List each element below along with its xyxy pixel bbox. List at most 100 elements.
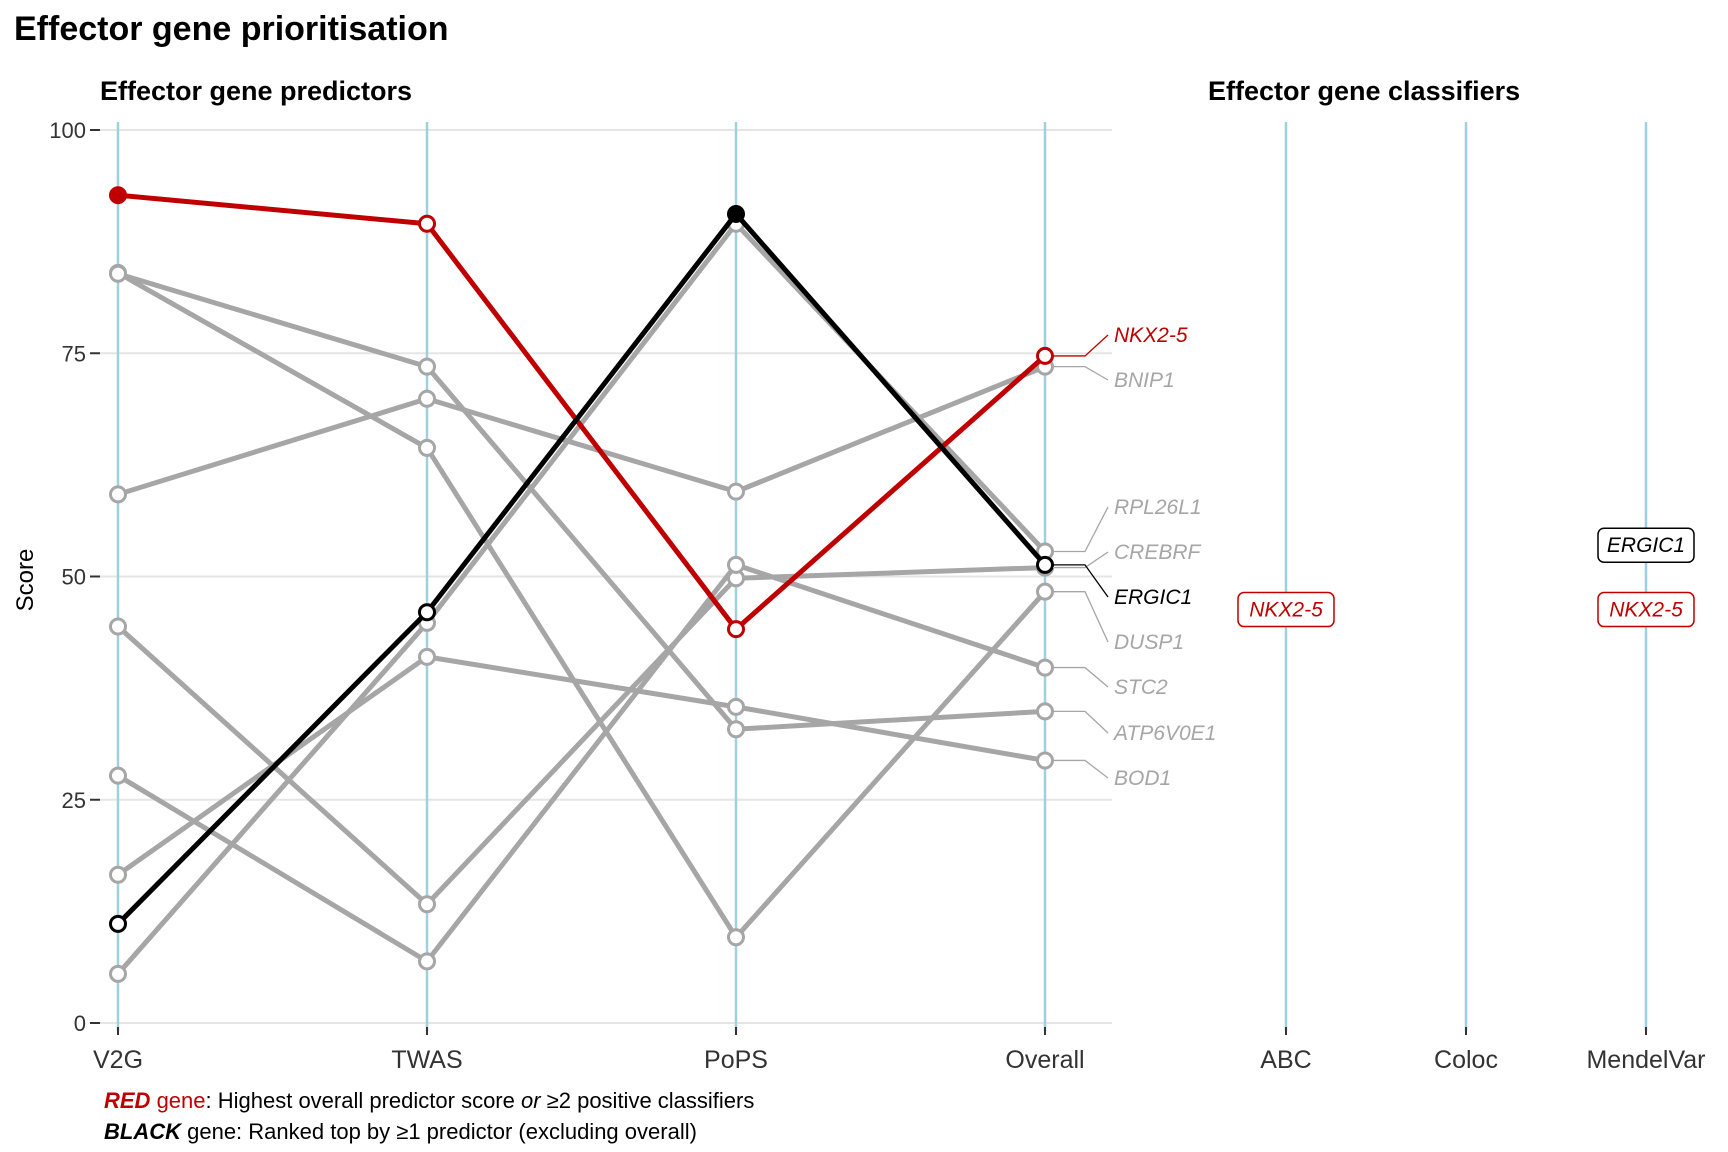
gene-label-ergic1: ERGIC1 <box>1053 564 1192 609</box>
footnote-black: BLACK gene: Ranked top by ≥1 predictor (… <box>104 1119 697 1144</box>
leader-line-ergic1 <box>1053 564 1109 598</box>
y-tick-label-25: 25 <box>62 788 86 813</box>
footnote-red-text-b: ≥2 positive classifiers <box>541 1088 755 1113</box>
point-stc2-v2g <box>109 766 127 785</box>
series-lines <box>109 186 1054 983</box>
series-rpl26l1 <box>109 214 1054 983</box>
footnote-red-keyword: RED <box>104 1088 151 1113</box>
gene-label-atp6v0e1: ATP6V0E1 <box>1053 710 1216 745</box>
footnote-black-text: gene: Ranked top by ≥1 predictor (exclud… <box>181 1119 697 1144</box>
footnote-red: RED gene: Highest overall predictor scor… <box>104 1088 754 1113</box>
leader-line-dusp1 <box>1053 591 1109 643</box>
point-bnip1-pops <box>727 482 745 501</box>
classifier-badge-label-ergic1: ERGIC1 <box>1607 534 1685 557</box>
point-bod1-pops <box>727 697 745 716</box>
x-axis-labels: V2G TWAS PoPS Overall ABC Coloc MendelVar <box>93 1027 1706 1074</box>
leader-line-atp6v0e1 <box>1053 710 1109 734</box>
classifiers-panel-title: Effector gene classifiers <box>1208 76 1520 106</box>
series-ergic1 <box>109 204 1054 933</box>
x-label-coloc: Coloc <box>1434 1046 1498 1074</box>
classifier-badge-box-nkx2-5 <box>1237 591 1335 628</box>
series-dusp1 <box>109 263 1054 947</box>
point-dusp1-twas <box>418 438 436 457</box>
point-bod1-overall <box>1036 751 1054 770</box>
series-line-nkx2-5 <box>117 192 1047 632</box>
footnote-red-gene: gene <box>150 1088 205 1113</box>
leader-line-bod1 <box>1053 759 1109 779</box>
footnote-red-text-a: : Highest overall predictor score <box>206 1088 521 1113</box>
point-ergic1-pops <box>727 204 745 223</box>
point-atp6v0e1-twas <box>418 357 436 376</box>
series-line-ergic1 <box>116 211 1047 926</box>
series-line-atp6v0e1 <box>117 271 1046 732</box>
gene-label-stc2: STC2 <box>1053 666 1168 699</box>
point-bnip1-twas <box>418 389 436 408</box>
point-ergic1-twas <box>418 603 436 622</box>
classifier-badge-box-ergic1 <box>1597 527 1695 563</box>
x-label-mendelvar: MendelVar <box>1586 1046 1705 1074</box>
point-stc2-overall <box>1036 658 1054 677</box>
x-label-v2g: V2G <box>93 1046 143 1074</box>
leader-line-stc2 <box>1053 666 1109 688</box>
classifier-badge-box-nkx2-5 <box>1597 591 1695 628</box>
leader-line-crebrf <box>1053 551 1109 569</box>
gene-label-nkx2-5: NKX2-5 <box>1053 324 1188 357</box>
gene-label-text-bnip1: BNIP1 <box>1114 369 1175 392</box>
point-crebrf-v2g <box>109 617 127 636</box>
classifier-badge-label-nkx2-5: NKX2-5 <box>1249 599 1323 622</box>
series-bnip1 <box>109 357 1054 504</box>
x-label-overall: Overall <box>1005 1046 1084 1074</box>
gene-label-dusp1: DUSP1 <box>1053 591 1184 654</box>
gene-labels: NKX2-5 BNIP1 RPL26L1 CREBRF ERGIC1 DUSP1 STC2 A… <box>1053 324 1216 790</box>
point-bod1-v2g <box>109 865 127 884</box>
point-stc2-pops <box>727 555 745 574</box>
gene-label-text-stc2: STC2 <box>1114 676 1168 699</box>
point-dusp1-pops <box>727 928 745 947</box>
footnote-black-keyword: BLACK <box>104 1119 183 1144</box>
y-tick-label-100: 100 <box>49 118 86 143</box>
point-crebrf-twas <box>418 895 436 914</box>
classifier-badge-mendelvar-ergic1: ERGIC1 <box>1597 527 1695 563</box>
point-bnip1-v2g <box>109 485 127 504</box>
point-atp6v0e1-v2g <box>109 264 127 283</box>
y-tick-label-75: 75 <box>62 341 86 366</box>
point-atp6v0e1-pops <box>727 720 745 739</box>
y-axis-label: Score <box>12 549 39 612</box>
classifier-badge-label-nkx2-5: NKX2-5 <box>1609 599 1683 622</box>
gene-label-text-atp6v0e1: ATP6V0E1 <box>1112 722 1216 745</box>
point-nkx2-5-v2g <box>109 186 127 205</box>
point-ergic1-overall <box>1036 555 1054 574</box>
gene-label-rpl26l1: RPL26L1 <box>1053 496 1202 553</box>
gene-label-text-rpl26l1: RPL26L1 <box>1114 496 1202 519</box>
point-rpl26l1-v2g <box>109 964 127 983</box>
x-label-abc: ABC <box>1260 1046 1311 1074</box>
y-tick-label-50: 50 <box>62 565 86 590</box>
leader-line-bnip1 <box>1053 365 1109 381</box>
y-axis: 0 25 50 75 100 <box>49 118 100 1036</box>
gene-label-text-crebrf: CREBRF <box>1114 541 1202 564</box>
footnote-red-or: or <box>521 1088 542 1113</box>
predictors-panel-title: Effector gene predictors <box>100 76 412 106</box>
series-line-stc2 <box>116 562 1046 964</box>
gene-label-text-bod1: BOD1 <box>1114 767 1171 790</box>
series-atp6v0e1 <box>109 264 1054 739</box>
point-nkx2-5-overall <box>1036 346 1054 365</box>
point-atp6v0e1-overall <box>1036 702 1054 721</box>
point-ergic1-v2g <box>109 914 127 933</box>
footnotes: RED gene: Highest overall predictor scor… <box>104 1088 754 1144</box>
gene-label-bod1: BOD1 <box>1053 759 1171 790</box>
series-line-bnip1 <box>117 364 1046 497</box>
classifier-badge-mendelvar-nkx2-5: NKX2-5 <box>1597 591 1695 628</box>
gene-label-text-ergic1: ERGIC1 <box>1114 586 1192 609</box>
classifier-badge-abc-nkx2-5: NKX2-5 <box>1237 591 1335 628</box>
classifier-badges: NKX2-5 ERGIC1 NKX2-5 <box>1237 527 1695 628</box>
gene-label-crebrf: CREBRF <box>1053 541 1202 569</box>
gene-label-bnip1: BNIP1 <box>1053 365 1175 392</box>
point-stc2-twas <box>418 952 436 971</box>
point-nkx2-5-twas <box>418 214 436 233</box>
series-nkx2-5 <box>109 186 1054 639</box>
leader-line-rpl26l1 <box>1053 506 1109 553</box>
leader-line-nkx2-5 <box>1053 334 1109 357</box>
x-label-pops: PoPS <box>704 1046 768 1074</box>
